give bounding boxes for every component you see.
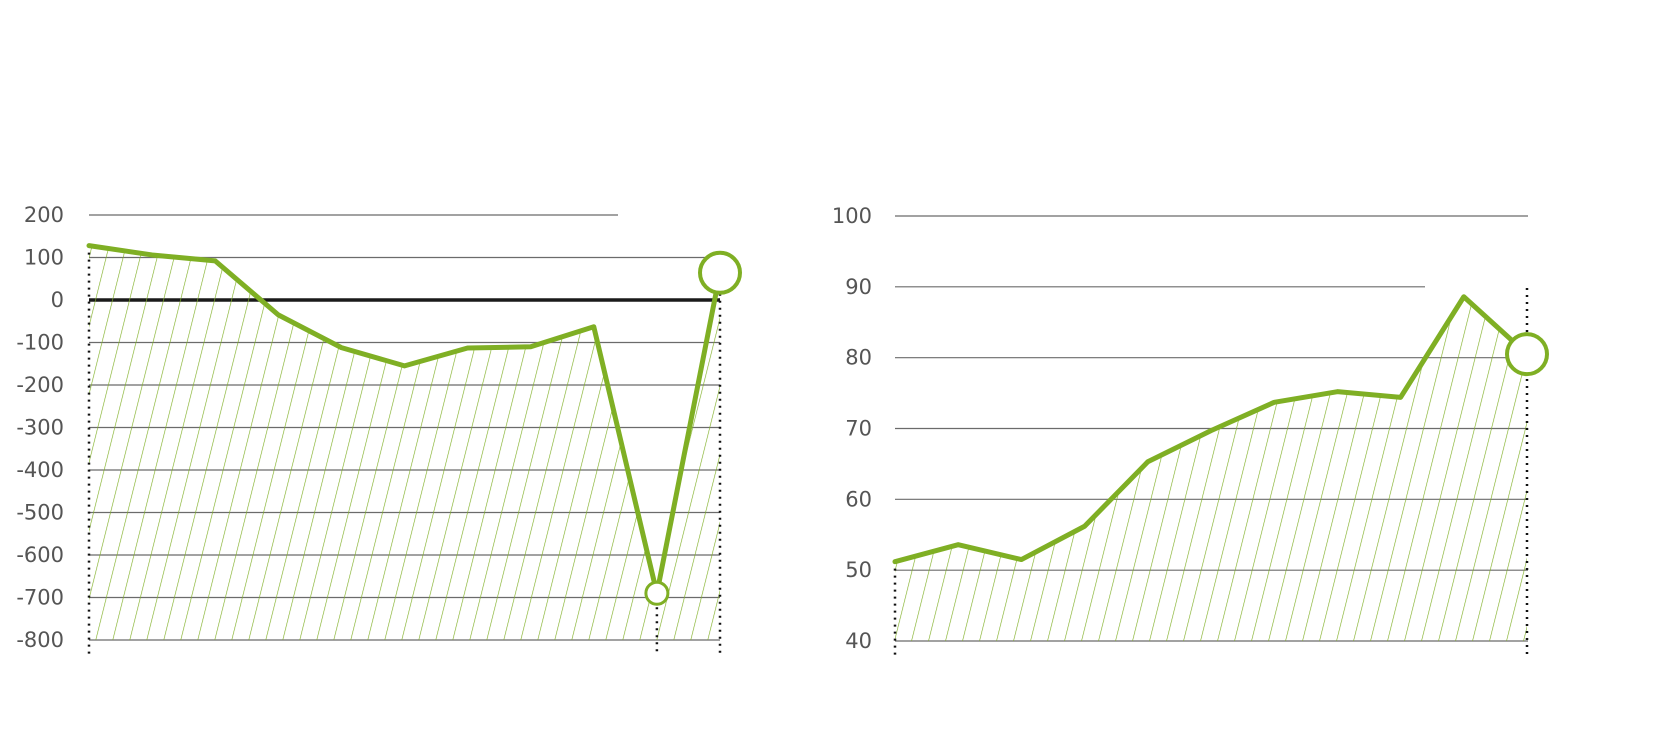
y-tick-label: 60 — [845, 487, 872, 511]
y-tick-label: 200 — [24, 203, 64, 227]
y-tick-label: -700 — [16, 586, 64, 610]
y-tick-label: -300 — [16, 416, 64, 440]
y-tick-label: 80 — [845, 346, 872, 370]
y-tick-label: 40 — [845, 629, 872, 653]
highlight-marker — [1505, 332, 1549, 377]
y-tick-label: 50 — [845, 558, 872, 582]
hatched-area-fill — [895, 296, 1527, 641]
y-tick-label: -200 — [16, 373, 64, 397]
left-area-chart: 200 100 0 -100 -200 -300 -400 -500 -600 -700 -800 — [16, 203, 742, 655]
y-tick-label: 90 — [845, 275, 872, 299]
y-tick-label: -600 — [16, 543, 64, 567]
y-tick-label: -800 — [16, 628, 64, 652]
y-tick-label: -100 — [16, 331, 64, 355]
y-tick-label: 70 — [845, 417, 872, 441]
highlight-marker — [644, 580, 670, 606]
y-tick-label: -500 — [16, 501, 64, 525]
y-tick-label: 100 — [832, 204, 872, 228]
right-area-chart: 100 90 80 70 60 50 40 — [832, 204, 1549, 655]
y-tick-label: -400 — [16, 458, 64, 482]
y-tick-label: 0 — [51, 288, 64, 312]
hatched-area-fill — [89, 245, 720, 640]
y-tick-label: 100 — [24, 246, 64, 270]
highlight-marker — [698, 250, 742, 295]
